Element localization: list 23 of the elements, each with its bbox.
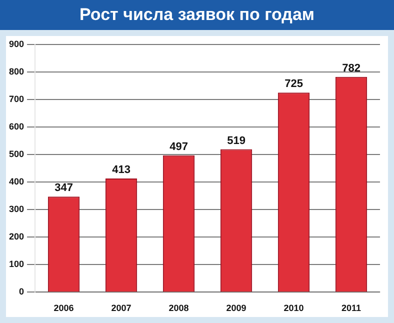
data-label: 347 bbox=[54, 182, 73, 194]
data-label: 782 bbox=[342, 62, 360, 74]
y-tick-label: 200 bbox=[8, 232, 24, 242]
y-tick-label: 900 bbox=[8, 38, 24, 49]
data-label: 519 bbox=[227, 134, 246, 147]
x-tick-label: 2010 bbox=[284, 303, 304, 314]
x-tick-label: 2009 bbox=[226, 303, 246, 314]
data-label: 497 bbox=[170, 140, 188, 153]
x-tick-label: 2006 bbox=[54, 303, 74, 314]
chart-title: Рост числа заявок по годам bbox=[0, 0, 394, 30]
y-tick-label: 600 bbox=[8, 121, 24, 132]
y-tick-label: 100 bbox=[8, 259, 24, 270]
y-tick-label: 300 bbox=[8, 204, 24, 214]
y-tick-label: 700 bbox=[8, 94, 24, 104]
y-tick-label: 400 bbox=[8, 176, 24, 187]
x-tick-label: 2011 bbox=[341, 303, 362, 314]
data-label: 725 bbox=[284, 78, 303, 90]
data-label: 413 bbox=[112, 164, 130, 176]
y-tick-label: 0 bbox=[19, 286, 24, 297]
x-tick-label: 2007 bbox=[111, 303, 132, 314]
x-tick-label: 2008 bbox=[168, 303, 189, 314]
y-tick-label: 500 bbox=[8, 149, 24, 160]
y-tick-label: 800 bbox=[8, 66, 24, 76]
